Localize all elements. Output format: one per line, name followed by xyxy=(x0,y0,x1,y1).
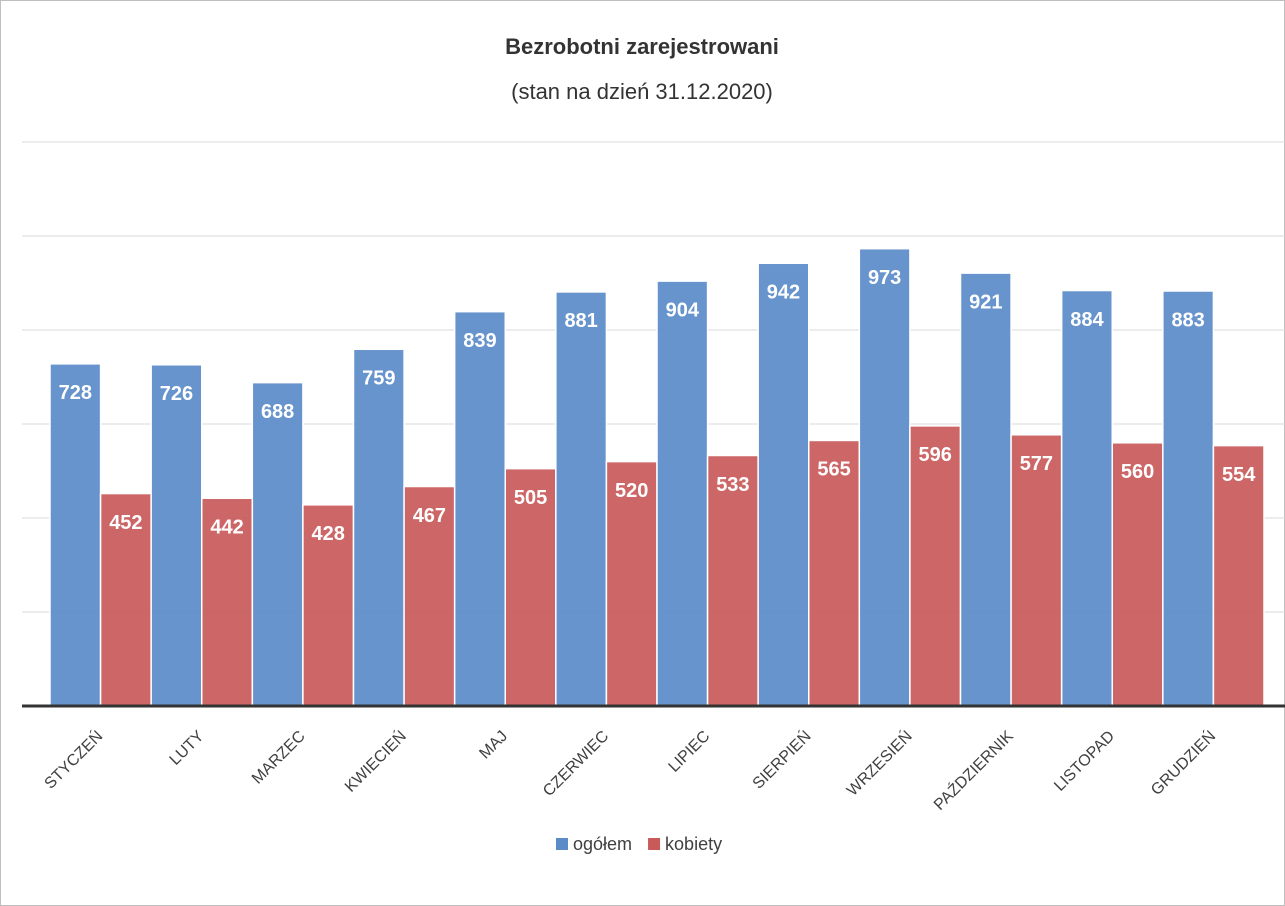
data-label: 759 xyxy=(362,368,395,390)
data-label: 881 xyxy=(564,310,597,332)
bar xyxy=(352,348,405,707)
data-label: 565 xyxy=(817,459,850,481)
data-label: 596 xyxy=(919,444,952,466)
bar xyxy=(99,492,152,707)
bar xyxy=(1111,442,1164,707)
data-label: 726 xyxy=(160,383,193,405)
data-label: 577 xyxy=(1020,453,1053,475)
data-label: 688 xyxy=(261,401,294,423)
chart-title: Bezrobotni zarejestrowani xyxy=(505,34,779,59)
data-label: 942 xyxy=(767,282,800,304)
legend-label: kobiety xyxy=(665,834,722,854)
data-label: 839 xyxy=(463,330,496,352)
data-label: 520 xyxy=(615,480,648,502)
bar xyxy=(706,454,759,707)
data-label: 554 xyxy=(1222,464,1256,486)
bar xyxy=(656,280,709,707)
legend-swatch xyxy=(556,838,568,850)
data-label: 904 xyxy=(666,299,700,321)
data-label: 533 xyxy=(716,474,749,496)
data-label: 505 xyxy=(514,487,547,509)
data-label: 560 xyxy=(1121,461,1154,483)
bar xyxy=(1162,290,1215,707)
chart-subtitle: (stan na dzień 31.12.2020) xyxy=(511,79,773,104)
data-label: 728 xyxy=(59,382,92,404)
data-label: 921 xyxy=(969,291,1002,313)
data-label: 883 xyxy=(1171,309,1204,331)
bar xyxy=(909,425,962,707)
bar xyxy=(453,310,506,707)
bar xyxy=(757,262,810,707)
data-label: 452 xyxy=(109,512,142,534)
bar xyxy=(858,247,911,707)
bar xyxy=(555,291,608,707)
bar xyxy=(403,485,456,707)
data-label: 467 xyxy=(413,505,446,527)
data-label: 442 xyxy=(210,517,243,539)
bar xyxy=(959,272,1012,707)
bar xyxy=(49,363,102,707)
legend-label: ogółem xyxy=(573,834,632,854)
legend: ogółem kobiety xyxy=(556,834,722,854)
bar xyxy=(251,381,304,707)
bar xyxy=(1010,434,1063,707)
data-label: 884 xyxy=(1070,309,1104,331)
bar xyxy=(808,439,861,707)
legend-swatch xyxy=(648,838,661,850)
data-label: 428 xyxy=(312,523,345,545)
bar xyxy=(150,364,203,707)
bar xyxy=(1060,289,1113,707)
data-label: 973 xyxy=(868,267,901,289)
